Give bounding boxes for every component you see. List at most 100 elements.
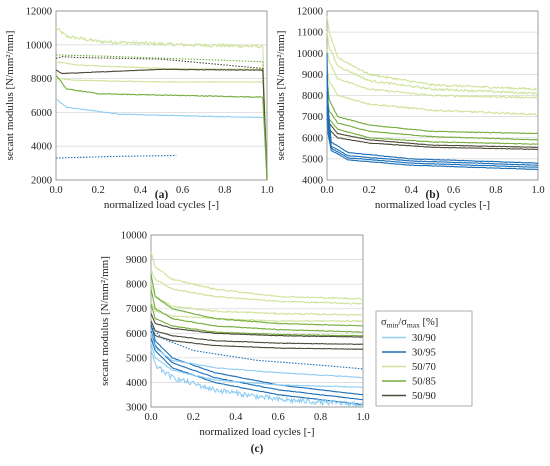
series-line-50-70 — [326, 67, 539, 116]
series-line-50-85 — [326, 108, 538, 146]
series-line-50-85 — [150, 273, 364, 327]
x-axis-label: normalized load cycles [-] — [199, 426, 314, 438]
series-line-30-95 — [56, 154, 177, 159]
x-tick-label: 0.0 — [320, 185, 333, 196]
x-tick-label: 0.8 — [218, 185, 231, 196]
y-tick-label: 9000 — [302, 70, 323, 81]
y-tick-label: 4000 — [31, 142, 52, 153]
y-tick-label: 3000 — [126, 403, 147, 414]
series-line-30-95 — [326, 91, 539, 168]
y-tick-label: 11000 — [297, 28, 323, 39]
series-line-50-85 — [150, 289, 363, 333]
x-tick-label: 0.4 — [229, 412, 243, 423]
x-tick-label: 0.6 — [272, 412, 285, 423]
y-tick-label: 10000 — [26, 40, 52, 51]
x-tick-label: 0.2 — [92, 185, 105, 196]
series-line-50-70 — [150, 301, 364, 323]
y-tick-label: 4000 — [126, 378, 147, 389]
x-tick-label: 0.2 — [187, 412, 200, 423]
x-tick-label: 0.8 — [314, 412, 327, 423]
y-tick-label: 5000 — [126, 353, 147, 364]
x-tick-label: 0.4 — [134, 185, 148, 196]
series-line-50-70 — [55, 60, 268, 181]
series-line-50-85 — [326, 78, 539, 135]
series-line-50-85 — [55, 75, 268, 181]
series-line-50-90 — [326, 118, 538, 151]
x-tick-label: 0.0 — [144, 412, 157, 423]
panel-b: 0.0 0.2 0.4 0.6 0.8 1.0 4000 5000 6000 7000 8000 90… — [275, 7, 545, 212]
legend-box — [375, 310, 473, 407]
x-tick-label: 1.0 — [356, 412, 369, 423]
plot-frame — [55, 10, 268, 181]
series-line-30-95 — [150, 323, 364, 396]
series-line-30-90 — [55, 98, 263, 119]
x-tick-label: 0.2 — [363, 185, 376, 196]
x-tick-label: 1.0 — [531, 185, 544, 196]
series-line-50-70 — [150, 269, 364, 305]
series-line-30-90 — [150, 332, 364, 379]
y-tick-label: 6000 — [302, 133, 323, 144]
series-line-30-95 — [150, 325, 364, 370]
x-tick-label: 0.0 — [49, 185, 62, 196]
x-tick-label: 0.6 — [176, 185, 189, 196]
legend-entry-label: 30/90 — [412, 333, 436, 344]
y-tick-label: 6000 — [126, 329, 147, 340]
series-line-30-95 — [326, 53, 539, 164]
series-line-50-70 — [326, 31, 539, 95]
series-line-50-70 — [55, 77, 263, 83]
series-line-50-70 — [150, 251, 363, 301]
y-tick-label: 6000 — [31, 108, 52, 119]
series-line-50-70 — [55, 27, 268, 181]
series-line-50-90 — [150, 325, 364, 351]
series-line-30-90 — [150, 348, 364, 409]
y-tick-label: 10000 — [121, 231, 147, 242]
legend-title: σmin/σmax [%] — [381, 317, 438, 330]
series-line-30-95 — [150, 330, 364, 401]
series-line-50-90 — [150, 320, 364, 346]
series-line-50-90 — [326, 112, 538, 148]
x-axis-label: normalized load cycles [-] — [375, 199, 490, 211]
series-line-50-90 — [55, 56, 268, 181]
series-line-50-90 — [55, 68, 268, 181]
y-tick-label: 7000 — [126, 304, 147, 315]
series-line-50-85 — [326, 95, 539, 141]
y-tick-label: 10000 — [297, 49, 323, 60]
series-line-50-70 — [326, 16, 538, 91]
y-tick-label: 8000 — [126, 280, 147, 291]
legend-entry-label: 30/95 — [412, 348, 436, 359]
x-tick-label: 0.4 — [405, 185, 419, 196]
y-axis-label: secant modulus [N/mm²/mm] — [99, 256, 111, 386]
x-tick-label: 0.8 — [489, 185, 502, 196]
series-line-50-70 — [150, 283, 364, 317]
series-line-30-95 — [326, 106, 539, 171]
series-line-30-90 — [150, 342, 364, 388]
panel-label: (a) — [155, 189, 169, 201]
legend: σmin/σmax [%] 30/90 30/95 50/70 50/85 50/90 — [375, 310, 473, 407]
legend-entries: 30/90 30/95 50/70 50/85 50/90 — [382, 333, 436, 402]
y-tick-label: 2000 — [31, 176, 52, 187]
x-tick-label: 0.6 — [447, 185, 460, 196]
y-tick-label: 8000 — [302, 91, 323, 102]
legend-entry-label: 50/90 — [412, 391, 436, 402]
legend-entry-label: 50/70 — [412, 362, 436, 373]
y-tick-label: 4000 — [302, 176, 323, 187]
y-tick-label: 8000 — [31, 74, 52, 85]
panel-label: (c) — [251, 443, 264, 455]
y-axis-label: secant modulus [N/mm²/mm] — [4, 31, 16, 161]
panel-label: (b) — [425, 189, 439, 201]
y-tick-label: 7000 — [302, 112, 323, 123]
panel-a: 0.0 0.2 0.4 0.6 0.8 1.0 2000 4000 6000 8000 10000 1… — [4, 7, 274, 212]
y-tick-label: 9000 — [126, 255, 147, 266]
y-tick-label: 5000 — [302, 154, 323, 165]
series-line-50-70 — [326, 49, 539, 100]
y-tick-label: 12000 — [26, 7, 52, 18]
x-tick-label: 1.0 — [260, 185, 273, 196]
legend-entry-label: 50/85 — [412, 377, 436, 388]
series-line-50-90 — [150, 313, 364, 338]
y-axis-label: secant modulus [N/mm²/mm] — [275, 31, 287, 161]
y-tick-label: 12000 — [297, 7, 323, 18]
series-line-50-85 — [150, 303, 364, 337]
x-axis-label: normalized load cycles [-] — [104, 199, 219, 211]
